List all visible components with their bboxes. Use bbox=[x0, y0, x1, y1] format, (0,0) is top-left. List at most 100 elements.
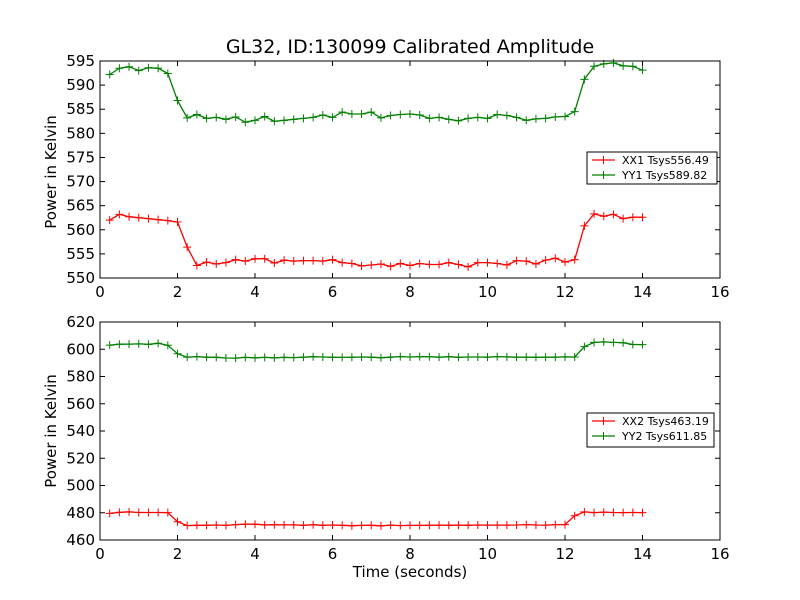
bottom-series-1-point bbox=[638, 508, 647, 517]
top-x-tick-label: 14 bbox=[633, 283, 652, 301]
bottom-y-tick-label: 480 bbox=[66, 504, 95, 522]
top-series-1-point bbox=[454, 260, 463, 269]
bottom-series-2-point bbox=[367, 353, 376, 362]
top-series-1-point bbox=[638, 213, 647, 222]
top-series-1-point bbox=[551, 254, 560, 263]
bottom-y-axis-label: Power in Kelvin bbox=[42, 374, 60, 488]
top-series-2-point bbox=[454, 116, 463, 125]
top-series-2-point bbox=[115, 64, 124, 73]
top-series-2-point bbox=[435, 113, 444, 122]
bottom-series-1-point bbox=[406, 521, 414, 530]
top-y-tick-label: 585 bbox=[66, 100, 95, 118]
bottom-series-2-point bbox=[580, 342, 589, 351]
bottom-series-1-point bbox=[609, 508, 618, 517]
top-series-1-point bbox=[105, 216, 114, 225]
bottom-series-1-point bbox=[221, 521, 230, 530]
top-series-1-point bbox=[512, 256, 521, 265]
top-series-2-point bbox=[270, 117, 279, 126]
top-legend-marker bbox=[599, 156, 608, 164]
top-series-1-point bbox=[493, 259, 502, 268]
top-series-2-point bbox=[318, 111, 327, 120]
top-subplot: Power in Kelvin 0 2 4 6 8 10 12 14 16 550 555 560 56… bbox=[42, 52, 730, 301]
top-series-2-point bbox=[280, 116, 289, 125]
top-y-tick-label: 580 bbox=[66, 124, 95, 142]
top-series-1-point bbox=[192, 261, 201, 270]
top-series-2-point bbox=[493, 110, 502, 119]
bottom-series-2-point bbox=[590, 338, 599, 347]
top-series-2-point bbox=[561, 112, 569, 121]
bottom-series-1-point bbox=[473, 521, 482, 530]
bottom-series-1-point bbox=[163, 508, 172, 517]
top-series-2-point bbox=[338, 108, 347, 117]
top-series-1-point bbox=[502, 260, 511, 269]
bottom-series-1-point bbox=[580, 507, 589, 516]
top-series-1-point bbox=[435, 260, 444, 269]
top-series-2-point bbox=[580, 75, 589, 84]
bottom-series-1-point bbox=[531, 521, 540, 530]
bottom-legend-box bbox=[586, 412, 715, 448]
bottom-series-1-point bbox=[318, 521, 327, 530]
bottom-series-2-point bbox=[406, 353, 414, 362]
top-series-1-point bbox=[221, 258, 230, 267]
bottom-series-2-point bbox=[609, 338, 618, 347]
top-series-1-point bbox=[309, 256, 318, 265]
bottom-series-1-point bbox=[599, 508, 608, 517]
bottom-series-1-point bbox=[299, 521, 308, 530]
top-series-2-point bbox=[125, 62, 134, 71]
bottom-series-2-point bbox=[309, 352, 318, 361]
top-series-1-point bbox=[599, 212, 608, 221]
bottom-x-tick-label: 16 bbox=[710, 545, 729, 563]
bottom-series-2-point bbox=[251, 353, 259, 362]
top-series-2-point bbox=[231, 112, 240, 121]
bottom-y-tick-label: 600 bbox=[66, 340, 95, 358]
bottom-series-1-point bbox=[619, 508, 628, 517]
top-series-1-point bbox=[231, 255, 240, 264]
bottom-series-1-point bbox=[115, 508, 124, 517]
top-series-2-point bbox=[502, 111, 511, 120]
bottom-series-2-point bbox=[522, 353, 531, 362]
top-legend-label: YY1 Tsys589.82 bbox=[621, 169, 707, 182]
bottom-series-2-point bbox=[192, 352, 201, 361]
bottom-series-2-point bbox=[125, 340, 134, 349]
bottom-series-2-point bbox=[212, 353, 221, 362]
top-series-2-point bbox=[386, 111, 395, 120]
top-series-2-point bbox=[551, 112, 560, 121]
bottom-series-2-point bbox=[561, 352, 569, 361]
top-series-1-point bbox=[183, 243, 192, 252]
top-series-2-point bbox=[347, 110, 356, 119]
top-series-2-point bbox=[183, 113, 192, 122]
top-series-2-point bbox=[173, 96, 182, 105]
bottom-series-2-point bbox=[163, 341, 172, 350]
bottom-series-1-point bbox=[134, 508, 143, 517]
top-series-2-point bbox=[260, 112, 269, 121]
top-series-2-point bbox=[522, 116, 531, 125]
top-series-2-point bbox=[415, 111, 424, 120]
top-legend-marker bbox=[599, 171, 608, 179]
bottom-series-1-point bbox=[493, 521, 502, 530]
bottom-series-1-point bbox=[628, 508, 637, 517]
top-series-1-point bbox=[115, 210, 124, 219]
bottom-legend-marker bbox=[599, 417, 608, 425]
bottom-series-1-point bbox=[183, 521, 192, 530]
top-series-1-point bbox=[609, 210, 618, 219]
bottom-series-1-point bbox=[425, 521, 434, 530]
bottom-series-1-point bbox=[483, 521, 492, 530]
bottom-series-2-point bbox=[221, 353, 230, 362]
bottom-series-1-point bbox=[241, 520, 250, 529]
bottom-series-1-point bbox=[154, 508, 163, 517]
top-series-1-point bbox=[260, 254, 269, 263]
top-series-2-point bbox=[541, 114, 550, 123]
bottom-series-2-point bbox=[483, 353, 492, 362]
top-y-tick-label: 595 bbox=[66, 52, 95, 70]
bottom-y-tick-label: 460 bbox=[66, 531, 95, 549]
bottom-series-2-point bbox=[318, 353, 327, 362]
top-series-2-point bbox=[570, 107, 579, 116]
bottom-series-2-point bbox=[183, 353, 192, 362]
top-y-tick-label: 590 bbox=[66, 76, 95, 94]
top-series-1-point bbox=[522, 257, 531, 266]
top-series-1-point bbox=[163, 216, 172, 225]
top-series-2-point bbox=[212, 113, 221, 122]
top-series-1-point bbox=[386, 262, 395, 271]
bottom-y-tick-label: 500 bbox=[66, 477, 95, 495]
